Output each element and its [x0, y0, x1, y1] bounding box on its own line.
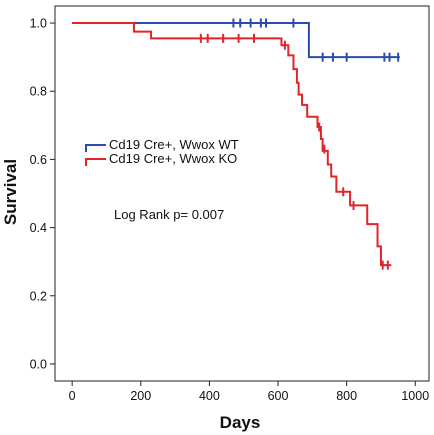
x-tick-label: 600: [268, 389, 289, 403]
y-tick-label: 0.2: [30, 289, 47, 303]
x-tick-label: 200: [130, 389, 151, 403]
x-tick-label: 400: [199, 389, 220, 403]
x-tick-label: 1000: [401, 389, 429, 403]
y-axis-title: Survival: [1, 159, 20, 225]
log-rank-annotation: Log Rank p= 0.007: [114, 207, 224, 222]
legend-ko-symbol: [85, 158, 106, 166]
y-tick-label: 0.6: [30, 153, 47, 167]
y-tick-label: 0.4: [30, 221, 47, 235]
survival-line-wt: [72, 22, 400, 59]
y-tick-label: 0.0: [30, 357, 47, 371]
x-tick-label: 0: [69, 389, 76, 403]
plot-series: [72, 18, 400, 270]
legend-wt-symbol: [85, 144, 106, 152]
x-tick-label: 800: [336, 389, 357, 403]
plot-frame: [54, 5, 430, 382]
y-tick-label: 1.0: [30, 17, 47, 31]
legend-wt-label: Cd19 Cre+, Wwox WT: [109, 137, 239, 152]
x-axis-title: Days: [220, 413, 261, 432]
y-tick-label: 0.8: [30, 85, 47, 99]
axis-ticks: 0 200 400 600 800 1000 0.0 0.2 0.4 0.6 0.8 1.0: [30, 17, 430, 403]
series-wt: [72, 18, 400, 62]
series-ko: [72, 22, 392, 270]
legend: Cd19 Cre+, Wwox WT Cd19 Cre+, Wwox KO: [85, 137, 239, 166]
legend-ko-label: Cd19 Cre+, Wwox KO: [109, 151, 237, 166]
